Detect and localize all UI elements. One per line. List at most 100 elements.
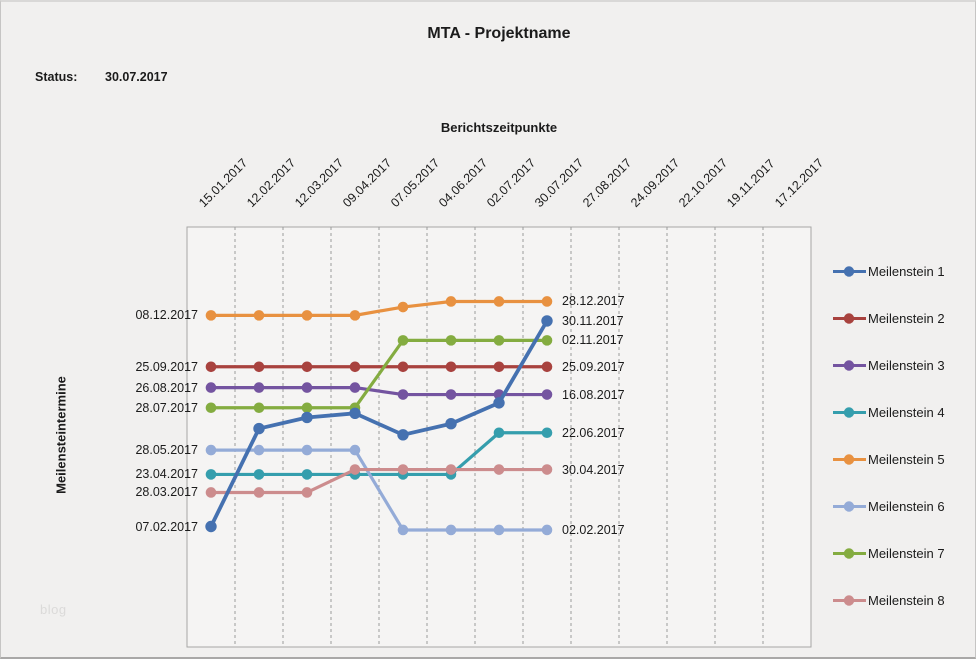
data-point-marker — [541, 361, 553, 373]
legend-line-marker-icon — [833, 265, 866, 277]
series-line — [209, 319, 549, 528]
legend-item: Meilenstein 2 — [833, 310, 945, 326]
series-line — [211, 386, 547, 397]
data-point-marker — [205, 361, 217, 373]
data-point-marker — [445, 296, 457, 307]
data-point-marker — [445, 389, 457, 400]
legend-item: Meilenstein 3 — [833, 357, 945, 373]
data-point-marker — [349, 382, 361, 393]
legend-item: Meilenstein 5 — [833, 451, 945, 467]
series-end-date-label: 30.04.2017 — [562, 462, 625, 477]
data-point-marker — [301, 444, 313, 456]
data-point-marker — [493, 427, 505, 439]
data-point-marker — [205, 487, 217, 498]
legend-label: Meilenstein 8 — [868, 592, 945, 608]
data-point-marker — [445, 361, 457, 373]
legend-item: Meilenstein 8 — [833, 592, 945, 608]
series-start-date-label: 28.07.2017 — [135, 400, 198, 415]
data-point-marker — [301, 487, 313, 498]
data-point-marker — [397, 429, 409, 441]
data-point-marker — [397, 524, 409, 536]
data-point-marker — [493, 464, 505, 475]
data-point-marker — [301, 411, 313, 424]
legend-line-marker-icon — [833, 594, 866, 606]
legend-label: Meilenstein 5 — [868, 451, 945, 467]
series-start-date-label: 08.12.2017 — [135, 308, 198, 323]
series-start-date-label: 25.09.2017 — [135, 359, 198, 374]
chart-title: MTA - Projektname — [427, 25, 571, 42]
legend-label: Meilenstein 2 — [868, 310, 945, 326]
series-meilenstein-7 — [205, 335, 553, 414]
data-point-marker — [205, 469, 217, 480]
data-point-marker — [493, 524, 505, 536]
series-meilenstein-6 — [205, 444, 553, 536]
data-point-marker — [349, 464, 361, 475]
watermark: blog — [40, 602, 67, 617]
data-point-marker — [397, 464, 409, 475]
data-point-marker — [493, 335, 505, 346]
series-end-date-label: 28.12.2017 — [562, 294, 625, 309]
data-point-marker — [397, 301, 409, 313]
series-line — [211, 431, 547, 477]
data-point-marker — [349, 407, 361, 419]
series-end-date-label: 02.11.2017 — [562, 333, 624, 348]
data-point-marker — [541, 464, 553, 475]
series-start-date-label: 28.05.2017 — [135, 443, 198, 458]
data-point-marker — [301, 382, 313, 393]
legend-line-marker-icon — [833, 312, 866, 324]
series-meilenstein-1 — [205, 315, 553, 533]
data-point-marker — [541, 296, 553, 307]
data-point-marker — [445, 464, 457, 475]
data-point-marker — [253, 487, 265, 498]
legend-label: Meilenstein 3 — [868, 357, 945, 373]
data-point-marker — [349, 444, 361, 456]
data-point-marker — [253, 310, 265, 321]
x-axis-title: Berichtszeitpunkte — [440, 120, 558, 135]
legend-line-marker-icon — [833, 406, 866, 418]
data-point-marker — [205, 382, 217, 393]
data-point-marker — [445, 335, 457, 346]
legend-line-marker-icon — [833, 359, 866, 371]
series-end-date-label: 02.02.2017 — [562, 522, 625, 537]
data-point-marker — [445, 524, 457, 536]
data-point-marker — [253, 444, 265, 456]
series-meilenstein-8 — [205, 464, 553, 498]
data-point-marker — [445, 418, 457, 430]
data-point-marker — [253, 402, 265, 414]
series-line — [211, 448, 547, 532]
legend-label: Meilenstein 4 — [868, 404, 945, 420]
data-point-marker — [205, 444, 217, 456]
series-line — [211, 467, 547, 495]
data-point-marker — [541, 427, 553, 439]
legend-item: Meilenstein 4 — [833, 404, 945, 420]
series-start-date-label: 23.04.2017 — [135, 467, 198, 482]
data-point-marker — [301, 310, 313, 321]
legend-item: Meilenstein 6 — [833, 498, 945, 514]
legend-item: Meilenstein 7 — [833, 545, 945, 561]
series-end-date-label: 22.06.2017 — [562, 425, 625, 440]
series-end-date-label: 16.08.2017 — [562, 387, 625, 402]
legend-label: Meilenstein 6 — [868, 498, 945, 514]
data-point-marker — [349, 361, 361, 373]
data-point-marker — [253, 361, 265, 373]
data-point-marker — [397, 389, 409, 400]
series-meilenstein-2 — [205, 361, 553, 373]
series-end-date-label: 30.11.2017 — [562, 313, 624, 328]
data-point-marker — [253, 469, 265, 480]
data-point-marker — [301, 361, 313, 373]
data-point-marker — [205, 520, 217, 533]
legend-line-marker-icon — [833, 453, 866, 465]
series-start-date-label: 28.03.2017 — [135, 485, 198, 500]
data-point-marker — [301, 402, 313, 414]
data-point-marker — [349, 310, 361, 321]
data-point-marker — [397, 361, 409, 373]
legend-line-marker-icon — [833, 547, 866, 559]
status-value: 30.07.2017 — [105, 70, 168, 84]
data-point-marker — [253, 382, 265, 393]
data-point-marker — [541, 315, 553, 327]
series-meilenstein-5 — [205, 296, 553, 321]
data-point-marker — [541, 335, 553, 346]
data-point-marker — [541, 524, 553, 536]
data-point-marker — [541, 389, 553, 400]
